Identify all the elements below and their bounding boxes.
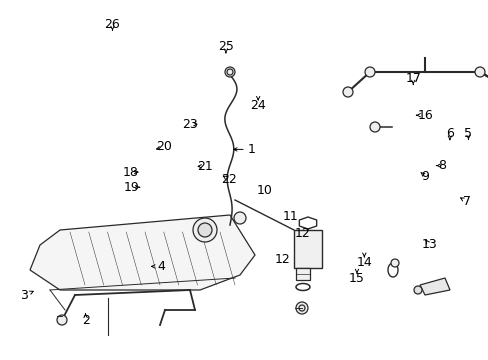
Text: 14: 14 [356,256,371,269]
Circle shape [193,218,217,242]
Text: 22: 22 [221,173,236,186]
Text: 26: 26 [104,18,120,31]
Text: 6: 6 [445,127,453,140]
Circle shape [57,315,67,325]
Text: 1: 1 [247,143,255,156]
Circle shape [342,87,352,97]
Text: 16: 16 [417,109,432,122]
Text: 12: 12 [294,227,309,240]
Text: 2: 2 [81,314,89,327]
Text: 24: 24 [250,99,265,112]
Text: 17: 17 [405,72,420,85]
Circle shape [390,259,398,267]
Text: 3: 3 [20,289,28,302]
Polygon shape [30,215,254,290]
Bar [293,230,321,268]
Text: 19: 19 [123,181,139,194]
Circle shape [369,122,379,132]
Text: 10: 10 [257,184,272,197]
Text: 11: 11 [283,210,298,222]
Text: 23: 23 [182,118,197,131]
Text: 25: 25 [218,40,233,53]
Polygon shape [419,278,449,295]
Circle shape [413,286,421,294]
Text: 15: 15 [348,273,364,285]
Text: 7: 7 [462,195,470,208]
Text: 20: 20 [156,140,171,153]
Text: 9: 9 [421,170,428,183]
Circle shape [224,67,235,77]
Text: 4: 4 [157,260,165,273]
Text: 8: 8 [438,159,446,172]
Text: 18: 18 [123,166,139,179]
Circle shape [474,67,484,77]
Bar [295,268,309,280]
Text: 5: 5 [464,127,471,140]
Circle shape [234,212,245,224]
Polygon shape [389,340,488,360]
Circle shape [295,302,307,314]
Circle shape [364,67,374,77]
Text: 21: 21 [197,160,213,173]
Text: 12: 12 [274,253,290,266]
Text: 13: 13 [421,238,436,251]
Circle shape [198,223,212,237]
